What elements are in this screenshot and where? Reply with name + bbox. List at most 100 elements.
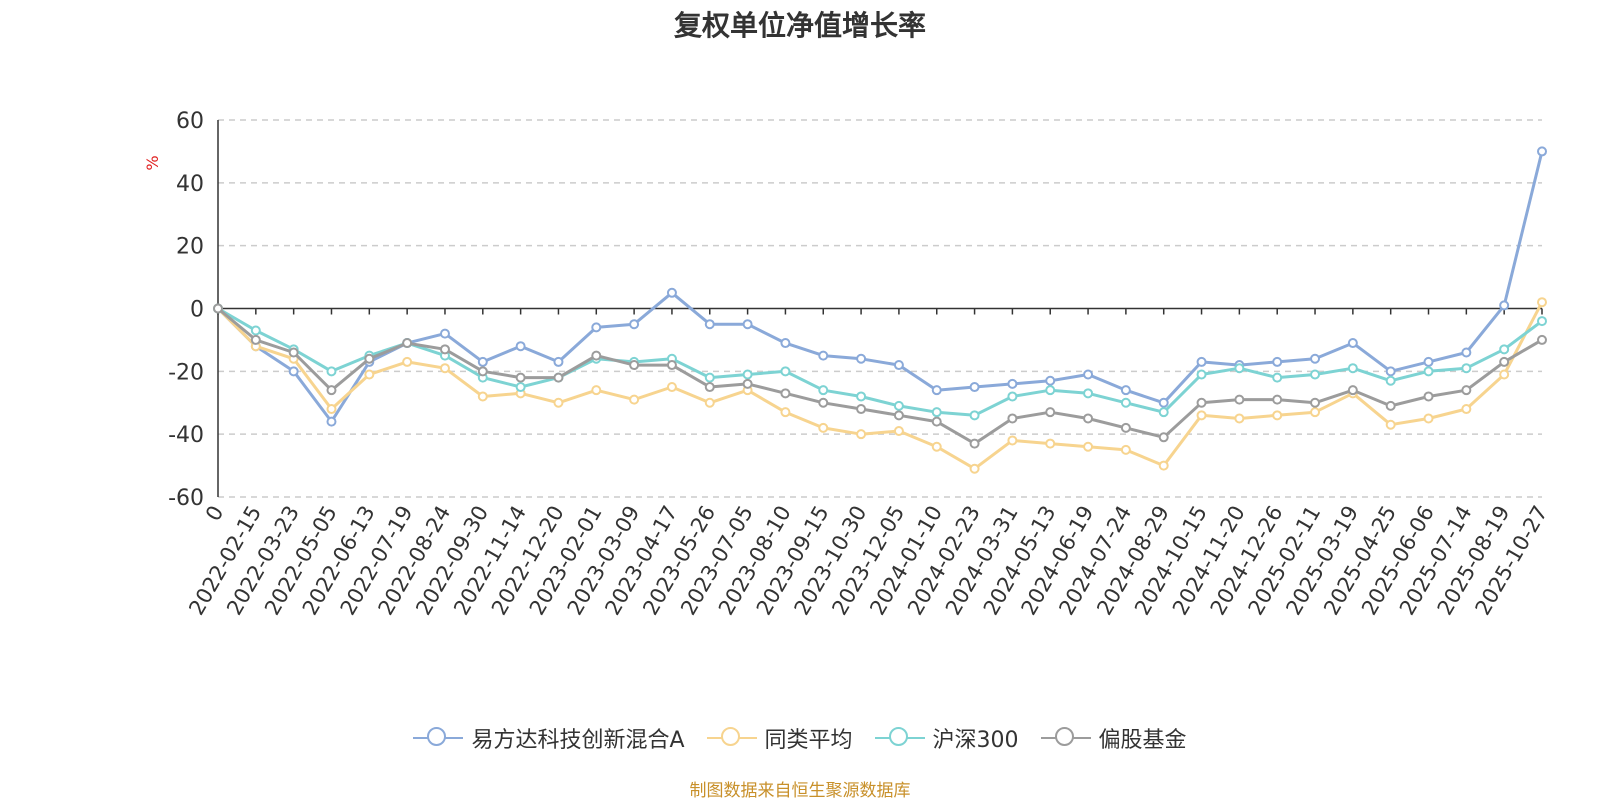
data-point (1196, 369, 1207, 380)
legend-label: 偏股基金 (1098, 728, 1187, 753)
data-point (1310, 397, 1321, 408)
data-point (893, 400, 904, 411)
chart-title: 复权单位净值增长率 (673, 9, 926, 42)
data-point (1310, 369, 1321, 380)
legend-label: 沪深300 (932, 728, 1019, 753)
data-point (742, 369, 753, 380)
data-point (515, 341, 526, 352)
data-point (704, 372, 715, 383)
data-point (1385, 366, 1396, 377)
legend-item[interactable]: 同类平均 (706, 722, 853, 754)
data-point (1461, 347, 1472, 358)
data-point (893, 426, 904, 437)
data-point (1234, 413, 1245, 424)
data-point (439, 363, 450, 374)
legend-swatch-icon (706, 727, 757, 749)
y-tick-label: 0 (190, 298, 204, 323)
data-point (553, 372, 564, 383)
data-point (1385, 375, 1396, 386)
data-point (515, 372, 526, 383)
data-point (1045, 385, 1056, 396)
y-tick-label: 60 (176, 109, 204, 134)
legend-item[interactable]: 沪深300 (874, 722, 1019, 754)
data-point (818, 350, 829, 361)
data-point (326, 416, 337, 427)
x-tick-label: 0 (201, 502, 228, 526)
data-point (1120, 444, 1131, 455)
data-point (1499, 300, 1510, 311)
data-point (1007, 413, 1018, 424)
data-point (364, 353, 375, 364)
legend-label: 易方达科技创新混合A (471, 728, 685, 753)
data-point (1158, 397, 1169, 408)
legend: 易方达科技创新混合A 同类平均 沪深300 偏股基金 (0, 722, 1600, 754)
data-point (893, 410, 904, 421)
legend-item[interactable]: 偏股基金 (1040, 722, 1187, 754)
data-point (326, 366, 337, 377)
data-point (1423, 366, 1434, 377)
y-tick-label: -20 (168, 360, 204, 385)
data-point (1007, 378, 1018, 389)
data-point (1272, 410, 1283, 421)
data-point (1423, 413, 1434, 424)
data-point (1083, 441, 1094, 452)
line-chart: 6040200-20-40-60%02022-02-152022-03-2320… (143, 109, 1552, 619)
data-point (1196, 397, 1207, 408)
data-point (742, 319, 753, 330)
data-point (1234, 363, 1245, 374)
data-point (515, 382, 526, 393)
data-point (742, 378, 753, 389)
series-line-2 (217, 307, 1543, 417)
data-point (1083, 388, 1094, 399)
data-point (1347, 363, 1358, 374)
data-point (439, 344, 450, 355)
legend-swatch-icon (874, 727, 925, 749)
data-point (629, 319, 640, 330)
data-point (1499, 344, 1510, 355)
source-note: 制图数据来自恒生聚源数据库 (689, 781, 911, 801)
data-point (666, 382, 677, 393)
data-point (1461, 385, 1472, 396)
data-point (1196, 356, 1207, 367)
series-line-0 (216, 151, 1544, 424)
data-point (856, 429, 867, 440)
data-point (553, 397, 564, 408)
legend-item[interactable]: 易方达科技创新混合A (413, 722, 685, 754)
data-point (893, 360, 904, 371)
grid-layer (218, 119, 1542, 498)
data-point (1423, 356, 1434, 367)
data-point (818, 422, 829, 433)
legend-swatch-icon (413, 727, 464, 749)
data-point (1499, 369, 1510, 380)
data-point (1537, 297, 1547, 308)
data-point (288, 366, 299, 377)
y-tick-label: -60 (168, 486, 204, 511)
data-point (1537, 316, 1547, 327)
data-point (704, 397, 715, 408)
series-line-1 (216, 301, 1544, 471)
data-point (629, 394, 640, 405)
data-point (818, 397, 829, 408)
axis-layer (217, 120, 1543, 497)
data-point (780, 338, 791, 349)
series-line-3 (217, 307, 1543, 446)
data-point (591, 322, 602, 333)
data-point (1272, 394, 1283, 405)
data-point (402, 338, 413, 349)
data-point (477, 366, 488, 377)
data-point (1347, 338, 1358, 349)
data-point (931, 416, 942, 427)
data-point (1196, 410, 1207, 421)
y-axis-label: % (143, 155, 162, 170)
data-point (1461, 363, 1472, 374)
data-point (1347, 385, 1358, 396)
legend-label: 同类平均 (764, 728, 853, 753)
data-point (780, 388, 791, 399)
data-point (856, 404, 867, 415)
y-tick-label: 40 (176, 172, 204, 197)
data-point (1083, 413, 1094, 424)
data-point (591, 385, 602, 396)
data-point (1537, 334, 1547, 345)
data-point (477, 356, 488, 367)
label-layer: 6040200-20-40-60%02022-02-152022-03-2320… (143, 109, 1552, 619)
